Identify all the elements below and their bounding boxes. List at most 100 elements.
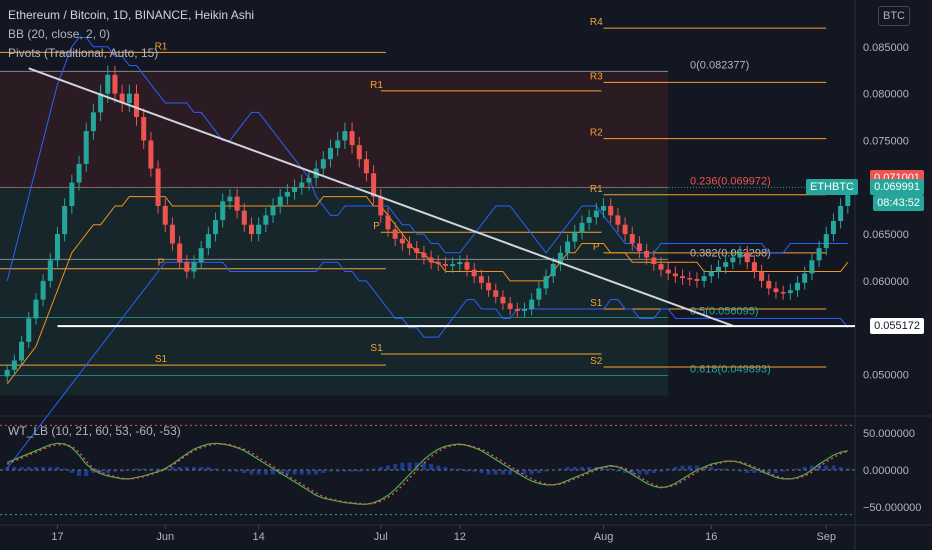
wt-diff-bar (314, 470, 319, 475)
fib-zone-lower (0, 187, 669, 396)
candle-body (536, 288, 542, 300)
candle-body (162, 206, 168, 225)
candle-body (378, 196, 384, 216)
candle-body (823, 234, 829, 249)
candle-body (62, 206, 68, 235)
wt-diff-bar (831, 465, 836, 470)
candle-body (672, 273, 678, 277)
x-tick-label: Jun (156, 531, 174, 543)
candle-body (550, 264, 556, 277)
pivot-label: P (593, 242, 600, 253)
candle-body (69, 182, 75, 206)
pivot-label: P (158, 258, 165, 269)
pivot-label: S1 (590, 298, 603, 309)
wt-diff-bar (141, 468, 146, 470)
candle-body (399, 238, 405, 244)
pivots-indicator-label[interactable]: Pivots (Traditional, Auto, 15) (8, 46, 159, 60)
wt-diff-bar (687, 465, 692, 470)
wt-diff-bar (55, 467, 60, 470)
wt-diff-bar (199, 467, 204, 470)
wt-diff-bar (256, 470, 261, 475)
wt-diff-bar (508, 470, 513, 475)
wt-diff-bar (170, 467, 175, 470)
candle-body (26, 318, 32, 342)
wt-diff-bar (723, 468, 728, 470)
candle-body (450, 264, 456, 266)
candle-body (306, 177, 312, 183)
candle-body (529, 299, 535, 309)
wt-diff-bar (694, 465, 699, 470)
wt-diff-bar (781, 470, 786, 472)
candle-body (579, 222, 585, 233)
bb-lower-line (6, 261, 849, 469)
wt-diff-bar (120, 470, 125, 472)
wt-diff-bar (795, 468, 800, 470)
candle-body (701, 276, 707, 281)
wt-diff-bar (393, 464, 398, 470)
wt-diff-bar (421, 462, 426, 470)
currency-button[interactable]: BTC (878, 6, 910, 26)
wt-diff-bar (472, 470, 477, 472)
candle-body (213, 220, 219, 235)
wt-diff-bar (529, 470, 534, 475)
candle-body (47, 260, 53, 281)
candle-body (651, 257, 657, 265)
osc-tick-label: 0.000000 (863, 465, 909, 477)
wt-diff-bar (69, 470, 74, 473)
wt-diff-bar (5, 467, 10, 470)
candle-body (773, 288, 779, 293)
fib-label: 0.5(0.056095) (690, 305, 759, 317)
candle-body (155, 168, 161, 206)
pivot-label: S1 (155, 354, 168, 365)
wt-diff-bar (242, 470, 247, 473)
wt-diff-bar (773, 470, 778, 473)
pivot-label: R4 (590, 17, 603, 28)
candle-body (241, 210, 247, 225)
wt-diff-bar (206, 467, 211, 470)
wt-diff-bar (608, 468, 613, 470)
fib-label: 0.382(0.062298) (690, 247, 771, 259)
symbol-tag: ETHBTC (806, 179, 858, 196)
wt-diff-bar (450, 468, 455, 470)
wt-diff-bar (12, 467, 17, 470)
wt-indicator-label[interactable]: WT_LB (10, 21, 60, 53, -60, -53) (8, 424, 181, 438)
candle-body (292, 187, 298, 192)
pivot-label: R1 (590, 184, 603, 195)
wt-diff-bar (292, 470, 297, 475)
candle-body (256, 224, 262, 235)
wt-diff-bar (48, 467, 53, 470)
candle-body (809, 260, 815, 274)
y-tick-label: 0.050000 (863, 370, 909, 382)
wt-diff-bar (98, 470, 103, 473)
candle-body (349, 131, 355, 146)
wt-diff-bar (702, 467, 707, 470)
symbol-title[interactable]: Ethereum / Bitcoin, 1D, BINANCE, Heikin … (8, 8, 255, 22)
bb-upper-line (6, 37, 848, 282)
wt-diff-bar (579, 467, 584, 470)
wt-diff-bar (306, 470, 311, 475)
candle-body (787, 290, 793, 294)
oscillator-legend: WT_LB (10, 21, 60, 53, -60, -53) (8, 422, 181, 441)
wt-diff-bar (156, 468, 161, 470)
candle-body (198, 248, 204, 263)
y-tick-label: 0.065000 (863, 229, 909, 241)
wt-diff-bar (105, 470, 110, 473)
candle-body (845, 187, 851, 206)
candle-body (694, 279, 700, 281)
candle-body (435, 262, 441, 265)
wt-diff-bar (745, 470, 750, 473)
candle-body (565, 241, 571, 253)
wt-diff-bar (191, 467, 196, 470)
candle-body (19, 341, 25, 361)
y-tick-label: 0.075000 (863, 135, 909, 147)
candle-body (830, 220, 836, 235)
wt-diff-bar (148, 468, 153, 470)
candle-body (493, 290, 499, 297)
candle-body (11, 360, 17, 370)
wt-diff-bar (249, 470, 254, 475)
wt-diff-bar (26, 467, 31, 470)
bb-indicator-label[interactable]: BB (20, close, 2, 0) (8, 27, 111, 41)
wt-diff-bar (601, 468, 606, 470)
pivot-label: S2 (590, 356, 603, 367)
